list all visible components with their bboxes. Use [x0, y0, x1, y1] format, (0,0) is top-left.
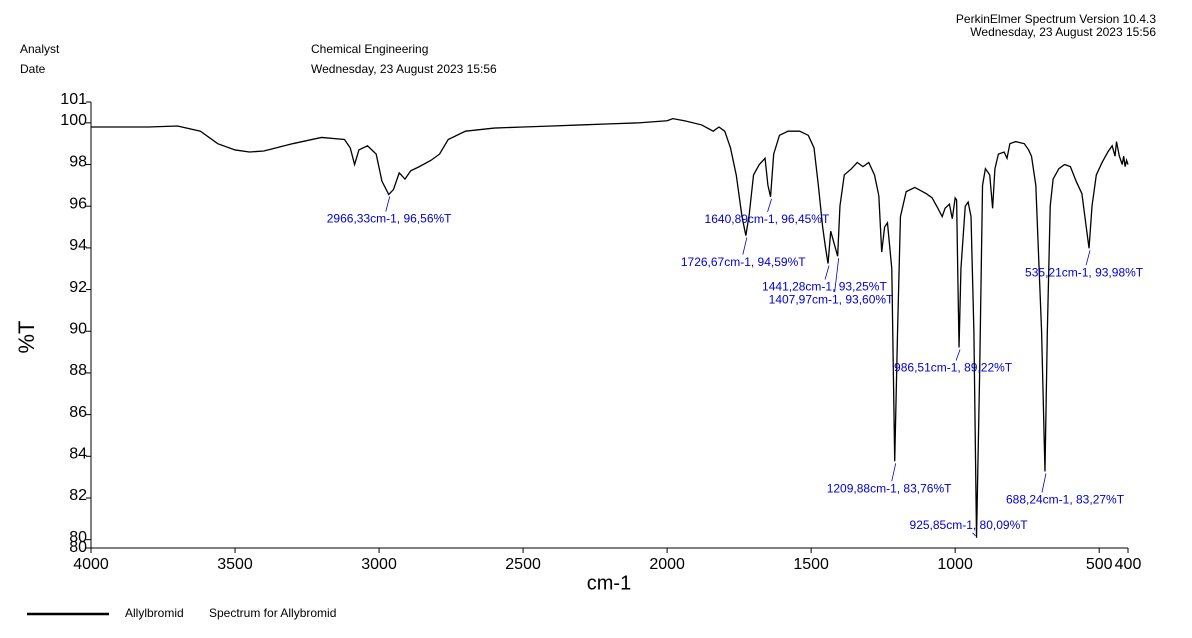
field-value: Wednesday, 23 August 2023 15:56 [311, 62, 497, 76]
y-tick-label: 96 [69, 195, 87, 212]
y-tick-label: 98 [69, 154, 87, 171]
annotation: 925,85cm-1, 80,09%T [910, 518, 1029, 532]
annotation: 1726,67cm-1, 94,59%T [681, 255, 806, 269]
x-axis-title: cm-1 [587, 572, 631, 594]
spectrum-line [91, 117, 1129, 538]
software: PerkinElmer Spectrum Version 10.4.3 [956, 12, 1156, 26]
timestamp: Wednesday, 23 August 2023 15:56 [970, 25, 1156, 39]
x-tick-label: 400 [1115, 556, 1142, 573]
field-label: Date [20, 62, 46, 76]
annotation: 1441,28cm-1, 93,25%T [762, 280, 887, 294]
x-tick-label: 2000 [649, 556, 685, 573]
annotation-leader [824, 265, 830, 280]
annotation: 1209,88cm-1, 83,76%T [827, 481, 952, 495]
annotation: 986,51cm-1, 89,22%T [894, 361, 1013, 375]
annotation: 535,21cm-1, 93,98%T [1025, 265, 1144, 279]
y-tick-label: 101 [60, 91, 87, 108]
annotation-leader [1041, 473, 1047, 493]
x-tick-label: 3500 [217, 556, 253, 573]
annotation: 1640,89cm-1, 96,45%T [705, 212, 830, 226]
y-tick-label: 84 [69, 446, 87, 463]
annotation: 688,24cm-1, 83,27%T [1006, 493, 1125, 507]
field-value: Chemical Engineering [311, 42, 428, 56]
field-label: Analyst [20, 42, 60, 56]
annotation-leader [834, 258, 840, 293]
y-tick-label: 88 [69, 362, 87, 379]
annotation-leader [972, 532, 976, 537]
y-tick-label: 92 [69, 279, 87, 296]
annotation: 1407,97cm-1, 93,60%T [769, 292, 894, 306]
y-tick-label: 80 [69, 529, 87, 546]
annotation-leader [1085, 250, 1091, 266]
x-tick-label: 2500 [505, 556, 541, 573]
y-axis-title: %T [14, 321, 39, 354]
annotation-leader [767, 198, 772, 212]
y-tick-label: 94 [69, 237, 87, 254]
annotation: 2966,33cm-1, 96,56%T [327, 212, 452, 226]
x-tick-label: 1500 [793, 556, 829, 573]
x-tick-label: 4000 [73, 556, 109, 573]
y-tick-label: 86 [69, 404, 87, 421]
x-tick-label: 1000 [937, 556, 973, 573]
y-tick-label: 82 [69, 487, 87, 504]
x-tick-label: 3000 [361, 556, 397, 573]
y-tick-label: 80 [69, 539, 87, 556]
y-tick-label: 100 [60, 112, 87, 129]
x-tick-label: 500 [1086, 556, 1113, 573]
legend-label: Allylbromid [125, 606, 184, 620]
y-tick-label: 90 [69, 320, 87, 337]
annotation-leader [742, 237, 748, 255]
annotation-leader [385, 196, 391, 212]
annotation-leader [891, 463, 897, 482]
legend-description: Spectrum for Allybromid [209, 606, 336, 620]
annotation-leader [955, 349, 961, 361]
